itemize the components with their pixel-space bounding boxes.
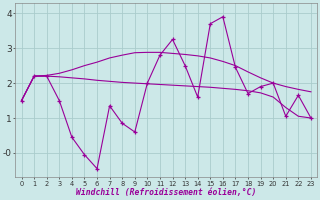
X-axis label: Windchill (Refroidissement éolien,°C): Windchill (Refroidissement éolien,°C) [76,188,256,197]
